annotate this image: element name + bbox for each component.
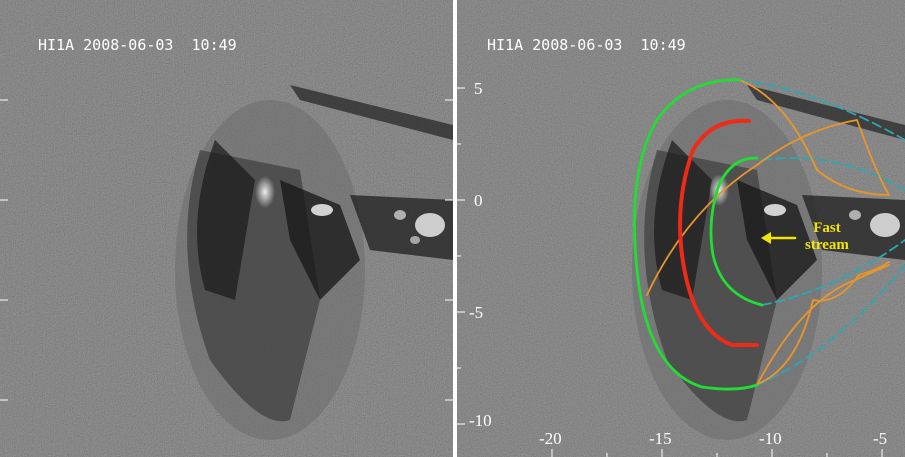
orange-flux-rope-curve-lower xyxy=(754,261,890,386)
x-tick-label: -20 xyxy=(539,429,562,448)
y-tick-label: 5 xyxy=(474,79,483,98)
cyan-dashed-upper-outer xyxy=(739,79,905,141)
green-outer-front xyxy=(633,78,759,391)
cyan-dashed-lower-inner xyxy=(761,239,905,306)
fast-stream-label-line: Fast xyxy=(813,220,841,236)
right-image-panel: HI1A 2008-06-03 10:49 5 0 -5 -10 -20 -15… xyxy=(457,0,905,457)
fast-stream-label-line: stream xyxy=(805,237,849,253)
left-timestamp: HI1A 2008-06-03 10:49 xyxy=(38,36,237,54)
orange-flux-rope-top xyxy=(739,79,890,196)
right-cme-image xyxy=(457,0,905,457)
fast-stream-arrow xyxy=(761,232,797,244)
orange-flux-rope-bottom xyxy=(756,264,890,386)
y-tick-label: -5 xyxy=(469,303,484,322)
fast-stream-label: Fast stream xyxy=(805,220,849,254)
cyan-dashed-upper-inner xyxy=(761,157,905,191)
cyan-dashed-lower-outer xyxy=(756,264,905,386)
x-tick-label: -10 xyxy=(759,429,782,448)
right-timestamp: HI1A 2008-06-03 10:49 xyxy=(487,36,686,54)
orange-flux-rope-curve-upper xyxy=(646,118,890,296)
left-cme-image xyxy=(0,0,453,457)
green-inner-front xyxy=(709,156,764,307)
x-tick-label: -15 xyxy=(649,429,672,448)
red-front xyxy=(678,118,759,347)
x-tick-label: -5 xyxy=(873,429,888,448)
y-tick-label: 0 xyxy=(474,191,483,210)
right-frame-ticks xyxy=(457,87,883,457)
left-cme-structure xyxy=(175,85,453,440)
left-frame-ticks xyxy=(0,99,453,401)
left-image-panel: HI1A 2008-06-03 10:49 xyxy=(0,0,453,457)
y-tick-label: -10 xyxy=(469,411,492,430)
